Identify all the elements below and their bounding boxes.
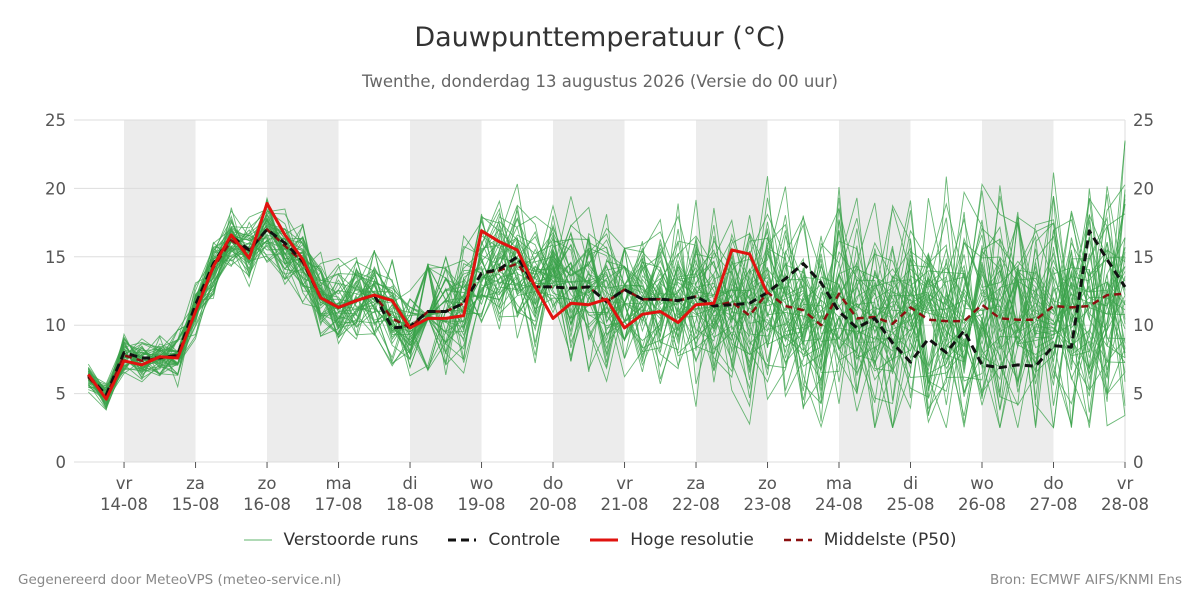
x-tick-day-label: vr [116,474,133,493]
y-tick-label-left: 5 [56,385,67,404]
x-tick-day-label: ma [826,474,852,493]
x-tick-date-label: 16-08 [243,495,291,514]
x-tick-day-label: di [403,474,418,493]
legend-label-ensemble: Verstoorde runs [283,530,419,550]
y-tick-label-right: 20 [1133,179,1154,198]
ensemble-run-line [87,182,1126,409]
x-tick-date-label: 24-08 [815,495,863,514]
weekend-band [124,120,196,462]
x-tick-day-label: do [543,474,564,493]
x-tick-day-label: za [687,474,706,493]
x-tick-day-label: wo [970,474,994,493]
ensemble-run-line [88,221,1126,429]
footer-source: Bron: ECMWF AIFS/KNMI Ens [989,572,1182,588]
x-tick-day-label: zo [758,474,777,493]
x-tick-day-label: ma [325,474,351,493]
series-line-highres [87,201,769,401]
x-tick-day-label: vr [616,474,633,493]
ensemble-run-line [87,204,1126,399]
x-tick-date-label: 19-08 [458,495,506,514]
ensemble-run-line [88,188,1126,427]
y-tick-label-left: 20 [45,179,66,198]
legend-swatch-median [783,538,812,542]
x-tick-date-label: 25-08 [887,495,935,514]
legend-swatch-highres [590,538,619,542]
y-tick-label-right: 5 [1133,385,1144,404]
legend-label-highres: Hoge resolutie [630,530,754,550]
legend-swatch-control [448,538,477,542]
x-tick-date-label: 27-08 [1030,495,1078,514]
x-tick-date-label: 18-08 [386,495,434,514]
x-tick-day-label: di [903,474,918,493]
legend-item-control[interactable]: Controle [448,530,560,550]
x-tick-date-label: 15-08 [172,495,220,514]
x-tick-date-label: 22-08 [672,495,720,514]
ensemble-run-line [88,172,1126,392]
ensemble-run-line [87,219,1126,422]
y-tick-label-right: 25 [1133,111,1154,130]
x-tick-day-label: do [1043,474,1064,493]
chart-subtitle: Twenthe, donderdag 13 augustus 2026 (Ver… [362,72,838,91]
x-tick-day-label: za [186,474,205,493]
y-tick-label-left: 25 [45,111,66,130]
legend-label-control: Controle [488,530,561,550]
x-tick-date-label: 26-08 [958,495,1006,514]
ensemble-run-line [87,213,1126,411]
legend-item-highres[interactable]: Hoge resolutie [590,530,754,550]
legend-item-ensemble[interactable]: Verstoorde runs [243,530,419,550]
x-tick-day-label: vr [1117,474,1134,493]
y-tick-label-left: 0 [56,453,67,472]
chart-title: Dauwpunttemperatuur (°C) [414,22,786,53]
x-tick-date-label: 17-08 [315,495,363,514]
x-tick-day-label: zo [258,474,277,493]
y-tick-label-left: 10 [45,316,66,335]
ensemble-run-line [88,208,1126,426]
legend-item-median[interactable]: Middelste (P50) [783,530,957,550]
x-tick-date-label: 21-08 [601,495,649,514]
ensemble-run-line [88,207,1126,406]
y-tick-label-right: 10 [1133,316,1154,335]
y-tick-label-right: 15 [1133,248,1154,267]
x-tick-day-label: wo [470,474,494,493]
legend-swatch-ensemble [243,539,272,541]
y-tick-label-right: 0 [1133,453,1144,472]
x-tick-date-label: 28-08 [1101,495,1149,514]
x-tick-date-label: 23-08 [744,495,792,514]
ensemble-run-line [88,184,1126,386]
x-tick-date-label: 14-08 [100,495,148,514]
y-tick-label-left: 15 [45,248,66,267]
x-tick-date-label: 20-08 [529,495,577,514]
chart-legend: Verstoorde runs Controle Hoge resolutie … [0,530,1200,550]
legend-label-median: Middelste (P50) [823,530,957,550]
ensemble-run-line [88,196,1126,426]
footer-generated-by[interactable]: Gegenereerd door MeteoVPS (meteo-service… [18,572,342,588]
